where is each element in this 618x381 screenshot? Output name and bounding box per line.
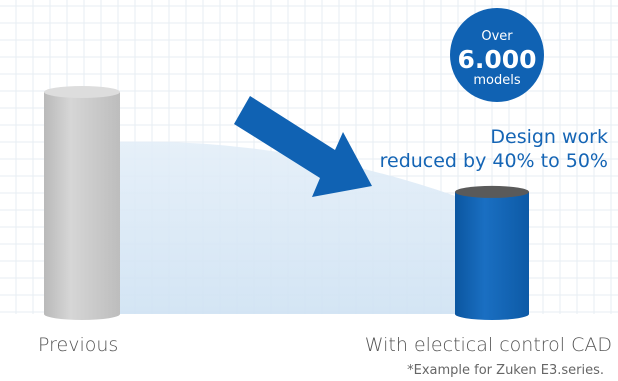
badge-line3: models [473, 73, 520, 88]
models-badge: Over 6.000 models [450, 8, 544, 102]
bar-cad-cap [455, 185, 529, 198]
headline: Design work reduced by 40% to 50% [380, 125, 608, 173]
bars-group [44, 86, 529, 320]
down-arrow-icon [234, 96, 372, 197]
headline-line1: Design work [490, 126, 608, 148]
headline-line2: reduced by 40% to 50% [379, 150, 608, 172]
bar-cad [455, 185, 529, 320]
category-label-cad: With electical control CAD [364, 334, 612, 356]
category-label-previous: Previous [38, 334, 119, 356]
footnote: *Example for Zuken E3.series. [407, 363, 604, 378]
bar-previous [44, 86, 120, 320]
badge-line1: Over [481, 29, 513, 44]
bar-previous-cap [44, 86, 120, 98]
badge-value: 6.000 [457, 45, 536, 74]
